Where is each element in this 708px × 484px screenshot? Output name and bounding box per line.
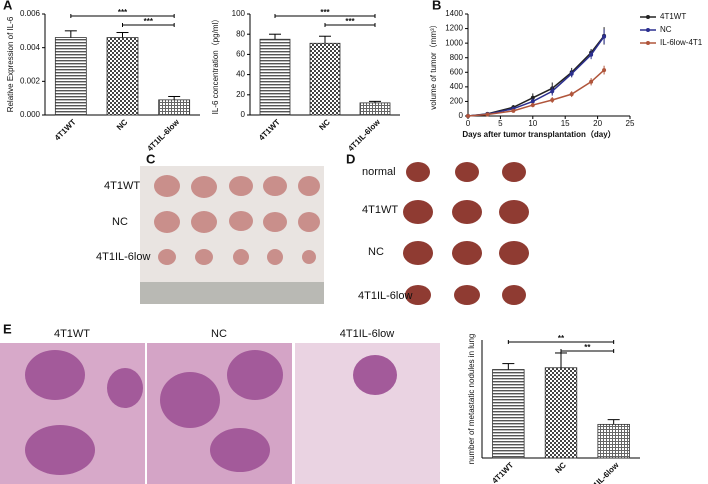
significance-label: ** <box>584 343 591 352</box>
photo-row-label: 4T1WT <box>362 204 398 216</box>
point <box>569 71 574 76</box>
x-axis-label: Days after tumor transplantation（day） <box>462 129 615 139</box>
y-axis-label: IL-6 concentration（pg/ml） <box>211 15 220 115</box>
y-tick-label: 80 <box>236 29 245 38</box>
y-tick-label: 0.006 <box>20 9 41 18</box>
point <box>602 68 607 73</box>
lungs <box>403 162 529 305</box>
x-tick-label: 0 <box>466 119 471 128</box>
x-tick-label: NC <box>115 117 130 132</box>
y-tick-label: 800 <box>450 53 464 62</box>
y-tick-label: 0 <box>241 110 246 119</box>
y-axis-label: volume of tumor（mm³） <box>429 20 438 109</box>
point <box>485 112 490 117</box>
y-tick-label: 20 <box>236 90 245 99</box>
panel-label: E <box>3 321 12 336</box>
y-tick-label: 0.000 <box>20 110 41 119</box>
significance-label: *** <box>320 8 330 17</box>
significance-label: *** <box>345 17 355 26</box>
bar <box>54 37 87 116</box>
point <box>530 95 535 100</box>
x-tick-label: 25 <box>626 119 635 128</box>
panel-label: D <box>346 151 355 166</box>
bar <box>359 102 391 116</box>
point <box>550 97 555 102</box>
y-tick-label: 60 <box>236 50 245 59</box>
y-tick-label: 600 <box>450 67 464 76</box>
point <box>530 103 535 108</box>
photo-row-label: 4T1WT <box>104 180 140 192</box>
x-tick-label: 10 <box>528 119 537 128</box>
x-tick-label: NC <box>317 117 332 132</box>
tumors <box>154 175 320 265</box>
bar <box>259 38 291 116</box>
photo-row-label: 4T1IL-6low <box>96 251 150 263</box>
bar <box>492 369 525 459</box>
photo-row-label: normal <box>362 166 396 178</box>
y-tick-label: 0 <box>459 111 464 120</box>
x-tick-label: 20 <box>593 119 602 128</box>
legend-label: NC <box>660 25 672 34</box>
significance-label: *** <box>118 8 128 17</box>
photo-title: 4T1IL-6low <box>340 328 394 340</box>
series-line <box>467 69 605 117</box>
photo-title: 4T1WT <box>54 328 90 340</box>
x-tick-label: 4T1IL-6low <box>346 117 382 153</box>
y-tick-label: 400 <box>450 82 464 91</box>
photo-title: NC <box>211 328 227 340</box>
point <box>466 114 470 118</box>
legend-label: 4T1WT <box>660 12 686 21</box>
significance-label: ** <box>558 334 565 343</box>
x-tick-label: 5 <box>498 119 503 128</box>
bar <box>544 367 578 459</box>
y-tick-label: 100 <box>232 9 246 18</box>
y-tick-label: 40 <box>236 70 245 79</box>
x-tick-label: 15 <box>561 119 570 128</box>
y-tick-label: 200 <box>450 97 464 106</box>
bar <box>597 423 630 459</box>
ruler <box>140 282 324 304</box>
legend-marker <box>646 28 650 32</box>
point <box>589 52 594 57</box>
y-tick-label: 0.002 <box>20 76 41 85</box>
point <box>589 79 594 84</box>
photo-row-label: NC <box>112 216 128 228</box>
y-tick-label: 1000 <box>445 38 463 47</box>
x-tick-label: 4T1IL-6low <box>585 460 621 484</box>
panel-label: B <box>432 0 441 12</box>
x-tick-label: NC <box>553 460 568 475</box>
photo-row-label: NC <box>368 246 384 258</box>
point <box>550 89 555 94</box>
y-tick-label: 0.004 <box>20 43 41 52</box>
y-axis-label: Relative Expression of IL-6 <box>6 16 15 112</box>
y-tick-label: 1200 <box>445 24 463 33</box>
point <box>530 99 535 104</box>
bar <box>106 37 139 116</box>
y-tick-label: 1400 <box>445 9 463 18</box>
panel-label: C <box>146 151 156 166</box>
photo-row-label: 4T1IL-6low <box>358 290 412 302</box>
x-tick-label: 4T1WT <box>53 117 78 142</box>
legend-marker <box>646 41 650 45</box>
bar <box>158 99 191 116</box>
x-tick-label: 4T1WT <box>490 460 515 484</box>
legend-marker <box>646 15 650 19</box>
panel-label: A <box>3 0 13 12</box>
x-tick-label: 4T1WT <box>257 117 282 142</box>
point <box>511 108 516 113</box>
point <box>602 34 607 39</box>
y-axis-label: number of metastatic nodules in lung <box>467 334 476 465</box>
significance-label: *** <box>144 17 154 26</box>
x-tick-label: 4T1IL-6low <box>145 117 181 153</box>
nodules <box>25 350 397 475</box>
legend-label: IL-6low-4T1 <box>660 38 703 47</box>
bar <box>309 42 341 116</box>
point <box>569 92 574 97</box>
